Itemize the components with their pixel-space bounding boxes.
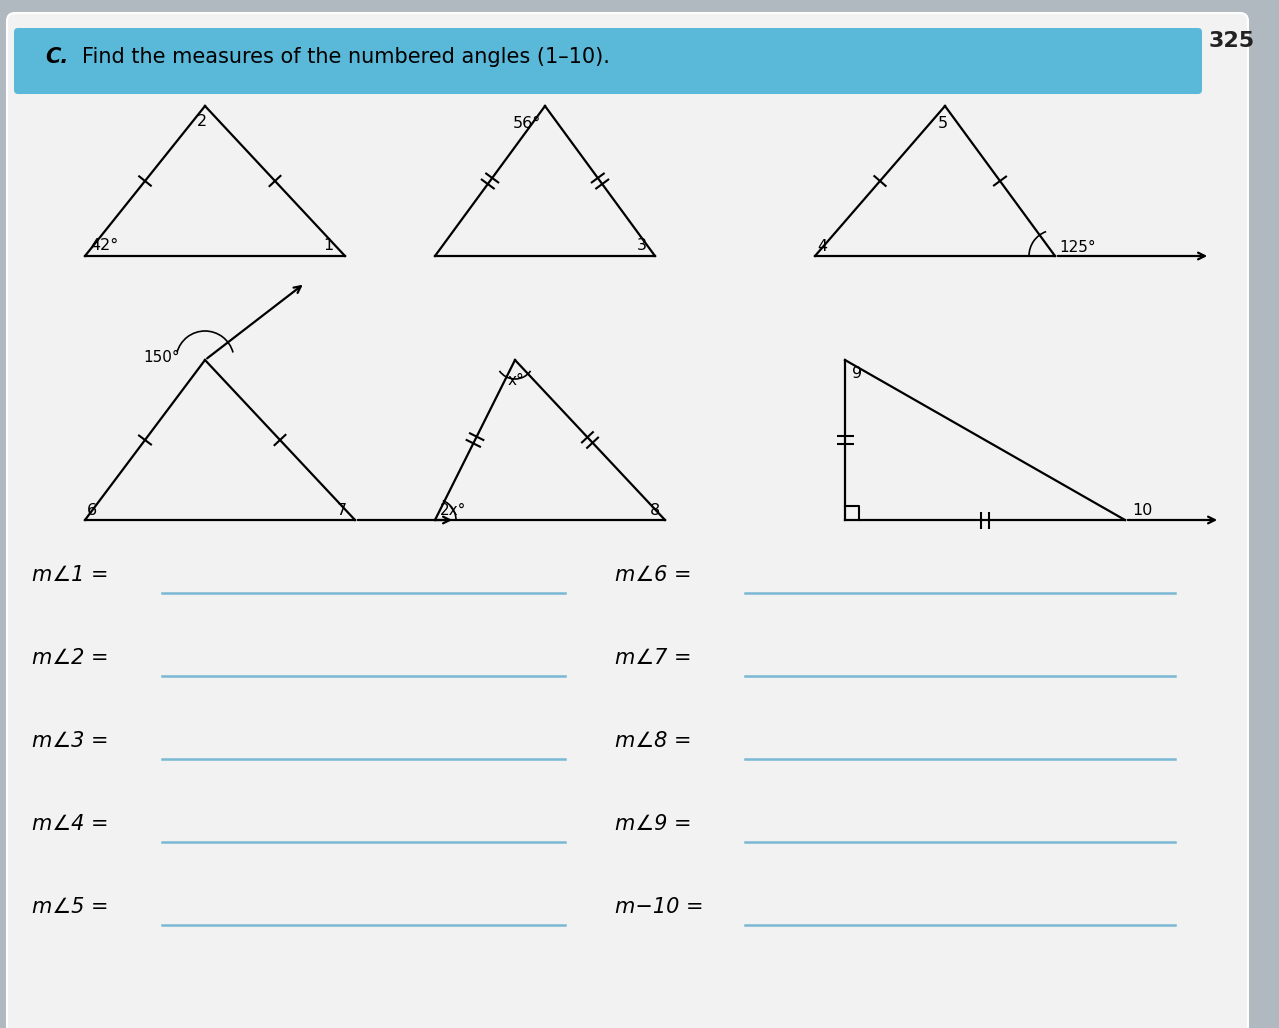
Text: 2: 2 (197, 114, 207, 128)
FancyBboxPatch shape (14, 28, 1202, 94)
Text: 8: 8 (650, 503, 660, 518)
Text: 42°: 42° (90, 238, 118, 253)
Text: 150°: 150° (143, 350, 179, 365)
Text: 56°: 56° (513, 116, 541, 131)
Text: m∠8 =: m∠8 = (615, 731, 692, 751)
Text: m−10 =: m−10 = (615, 897, 703, 917)
Text: Find the measures of the numbered angles (1–10).: Find the measures of the numbered angles… (82, 46, 610, 67)
Text: 3: 3 (637, 238, 647, 253)
Text: C.: C. (45, 46, 68, 67)
Text: 10: 10 (1132, 503, 1152, 518)
Text: m∠6 =: m∠6 = (615, 565, 692, 585)
Text: 2x°: 2x° (440, 503, 467, 518)
Text: m∠4 =: m∠4 = (32, 814, 109, 834)
FancyBboxPatch shape (6, 13, 1248, 1028)
Text: m∠9 =: m∠9 = (615, 814, 692, 834)
Text: 5: 5 (938, 116, 948, 131)
Text: 7: 7 (336, 503, 347, 518)
Text: x°: x° (508, 373, 524, 388)
Text: 4: 4 (817, 238, 828, 254)
Text: 125°: 125° (1059, 240, 1096, 255)
Text: m∠5 =: m∠5 = (32, 897, 109, 917)
Text: 1: 1 (324, 238, 334, 253)
Text: m∠2 =: m∠2 = (32, 648, 109, 668)
Text: m∠1 =: m∠1 = (32, 565, 109, 585)
Text: 6: 6 (87, 503, 97, 518)
Text: m∠7 =: m∠7 = (615, 648, 692, 668)
Text: 325: 325 (1209, 31, 1255, 51)
Text: m∠3 =: m∠3 = (32, 731, 109, 751)
Text: 9: 9 (852, 366, 862, 381)
